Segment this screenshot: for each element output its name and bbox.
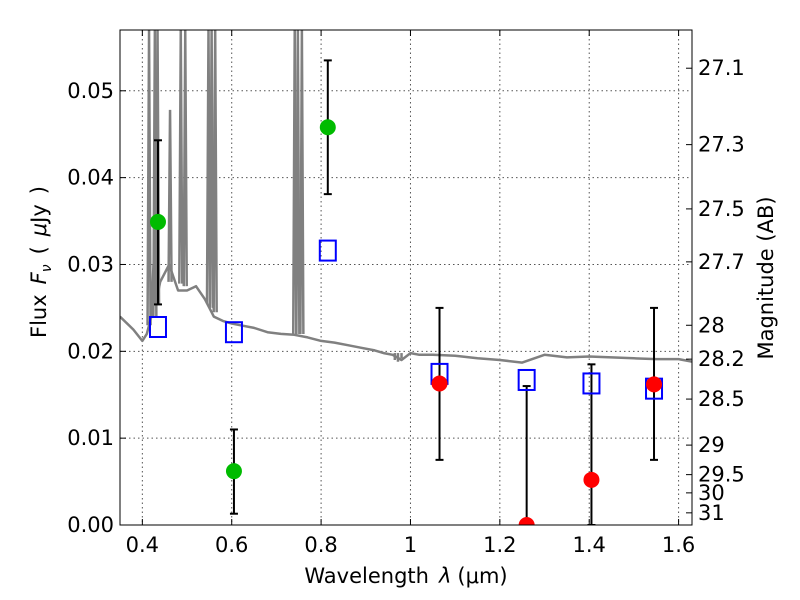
sed-continuum-line xyxy=(120,263,692,364)
plot-frame xyxy=(119,29,693,526)
y2-tick-label: 27.7 xyxy=(698,250,745,274)
y-axis-title: FluxFν(μJy) xyxy=(27,186,55,338)
y2-tick-label: 28 xyxy=(698,313,725,337)
model-photometry-square xyxy=(148,316,167,338)
x-tick-label: 1.2 xyxy=(483,533,516,557)
y2-tick-label: 28.5 xyxy=(698,387,745,411)
detection-point xyxy=(319,119,336,136)
model-photometry-layer xyxy=(148,239,664,400)
non-detection-point xyxy=(646,376,663,393)
observed-photometry-layer xyxy=(149,119,663,525)
sed-emission-line xyxy=(208,30,215,308)
y-tick-label: 0.02 xyxy=(67,339,114,363)
x-tick-label: 1 xyxy=(404,533,417,557)
sed-emission-line xyxy=(295,30,301,334)
detection-point xyxy=(149,213,166,230)
x-tick-label: 1.6 xyxy=(662,533,695,557)
sed-emission-line xyxy=(212,30,218,313)
y2-tick-label: 27.3 xyxy=(698,133,745,157)
sed-emission-line xyxy=(182,30,188,287)
y2-tick-label: 29.5 xyxy=(698,463,745,487)
x-axis-ticks: 0.4 0.6 0.8 1 1.2 1.4 1.6 xyxy=(126,30,695,557)
x-axis-title: Wavelength λ (μm) xyxy=(304,564,507,588)
y2-tick-label: 30 xyxy=(698,481,725,505)
x-tick-label: 1.4 xyxy=(573,533,606,557)
y-tick-label: 0.01 xyxy=(67,426,114,450)
y2-tick-label: 28.2 xyxy=(698,347,745,371)
x-tick-label: 0.8 xyxy=(304,533,337,557)
y2-axis-title: Magnitude (AB) xyxy=(754,196,778,359)
y2-tick-label: 27.1 xyxy=(698,56,745,80)
sed-emission-line xyxy=(146,30,152,326)
y2-tick-label: 27.5 xyxy=(698,197,745,221)
y-tick-label: 0.05 xyxy=(67,79,114,103)
plot-area xyxy=(120,30,692,525)
model-photometry-square xyxy=(224,321,243,344)
y-tick-label: 0.00 xyxy=(67,513,114,537)
x-tick-label: 0.4 xyxy=(126,533,159,557)
y-tick-label: 0.04 xyxy=(67,166,114,190)
model-photometry-square xyxy=(517,368,536,391)
sed-emission-line xyxy=(178,30,184,284)
y2-tick-label: 31 xyxy=(698,501,725,525)
model-photometry-square xyxy=(582,372,601,395)
non-detection-point xyxy=(583,471,600,488)
non-detection-point xyxy=(431,375,448,392)
non-detection-point xyxy=(518,517,535,525)
y-axis-ticks: 0.00 0.01 0.02 0.03 0.04 0.05 xyxy=(67,79,126,537)
sed-emission-line xyxy=(299,30,305,334)
y-tick-label: 0.03 xyxy=(67,252,114,276)
y2-tick-label: 29 xyxy=(698,433,725,457)
x-tick-label: 0.6 xyxy=(215,533,248,557)
sed-emission-line xyxy=(167,109,173,282)
detection-point xyxy=(225,463,242,480)
model-photometry-square xyxy=(318,239,337,262)
